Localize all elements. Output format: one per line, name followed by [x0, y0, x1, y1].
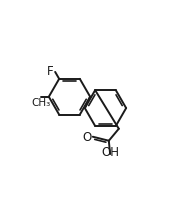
Text: CH₃: CH₃ [31, 98, 50, 108]
Text: O: O [83, 131, 92, 144]
Text: F: F [47, 65, 54, 78]
Text: OH: OH [102, 146, 120, 159]
